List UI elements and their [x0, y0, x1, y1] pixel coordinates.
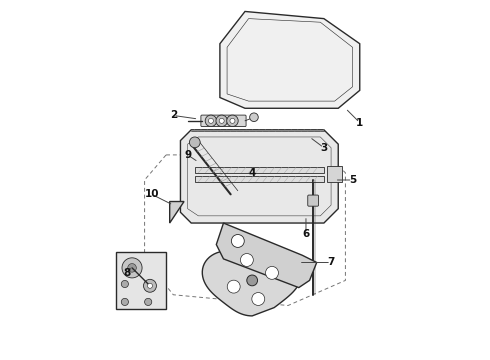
- Text: 9: 9: [184, 150, 191, 160]
- Circle shape: [122, 280, 128, 288]
- Circle shape: [190, 137, 200, 148]
- Circle shape: [122, 258, 142, 278]
- Polygon shape: [216, 223, 317, 288]
- Polygon shape: [195, 176, 324, 182]
- Circle shape: [144, 279, 156, 292]
- Text: 3: 3: [320, 143, 327, 153]
- Text: 8: 8: [123, 268, 130, 278]
- Circle shape: [208, 118, 214, 123]
- Circle shape: [122, 298, 128, 306]
- Text: 4: 4: [248, 168, 256, 178]
- Polygon shape: [220, 12, 360, 108]
- Circle shape: [227, 280, 240, 293]
- FancyBboxPatch shape: [327, 166, 342, 182]
- Circle shape: [227, 115, 238, 127]
- Circle shape: [231, 234, 245, 247]
- Circle shape: [241, 253, 253, 266]
- Circle shape: [266, 266, 278, 279]
- Polygon shape: [195, 167, 324, 173]
- Polygon shape: [170, 202, 184, 223]
- Circle shape: [145, 298, 152, 306]
- Polygon shape: [180, 130, 338, 223]
- Circle shape: [128, 264, 136, 272]
- Circle shape: [147, 283, 152, 288]
- Circle shape: [216, 115, 227, 127]
- Text: 1: 1: [356, 118, 364, 128]
- Text: 6: 6: [302, 229, 310, 239]
- FancyBboxPatch shape: [201, 115, 246, 127]
- Circle shape: [247, 275, 258, 286]
- Text: 7: 7: [327, 257, 335, 267]
- Text: 2: 2: [170, 111, 177, 121]
- Circle shape: [205, 115, 217, 127]
- Polygon shape: [202, 251, 302, 316]
- Circle shape: [252, 293, 265, 305]
- Text: 10: 10: [145, 189, 159, 199]
- Circle shape: [250, 113, 258, 122]
- Text: 5: 5: [349, 175, 356, 185]
- Polygon shape: [116, 252, 166, 309]
- FancyBboxPatch shape: [308, 195, 319, 206]
- Circle shape: [230, 118, 235, 123]
- Circle shape: [219, 118, 224, 123]
